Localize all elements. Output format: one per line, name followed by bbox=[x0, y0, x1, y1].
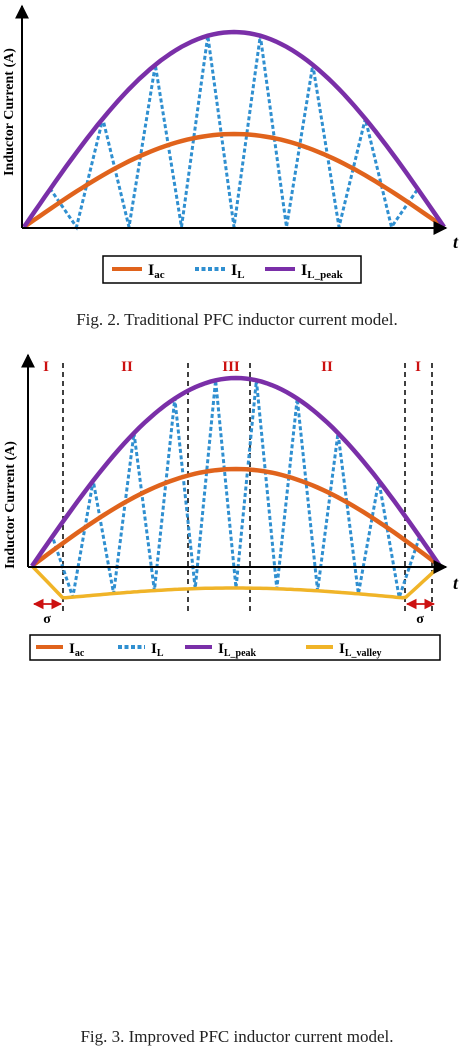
sigma-label: σ bbox=[43, 612, 51, 627]
y-axis-label: Inductor Current (A) bbox=[3, 441, 18, 569]
figure-caption: Fig. 2. Traditional PFC inductor current… bbox=[76, 310, 398, 329]
inductor-current-il bbox=[22, 35, 446, 231]
traditional-model-diagram: Inductor Current (A) t Iac IL IL_peak bbox=[2, 4, 459, 284]
inductor-current-il bbox=[30, 380, 442, 598]
region-label: I bbox=[415, 359, 421, 375]
legend: Iac IL IL_peak bbox=[112, 262, 344, 281]
x-axis-label: t bbox=[453, 573, 459, 593]
ac-current-curve bbox=[30, 466, 442, 568]
peak-current-envelope bbox=[30, 375, 442, 568]
region-labels: I II III II I bbox=[43, 359, 421, 375]
valley-current-curve bbox=[30, 564, 442, 600]
region-label: II bbox=[121, 359, 133, 375]
x-axis-label: t bbox=[453, 232, 459, 252]
region-label: I bbox=[43, 359, 49, 375]
y-axis-label: Inductor Current (A) bbox=[2, 48, 17, 176]
legend-box bbox=[102, 255, 362, 284]
region-label: III bbox=[222, 359, 240, 375]
peak-current-envelope bbox=[22, 29, 446, 229]
figure-caption: Fig. 3. Improved PFC inductor current mo… bbox=[80, 1027, 394, 1046]
legend: Iac IL IL_peak IL_valley bbox=[36, 641, 382, 659]
traditional-model-figure: Inductor Current (A) t Iac IL IL_peak Fig.… bbox=[0, 0, 474, 345]
sigma-label: σ bbox=[416, 612, 424, 627]
legend-box bbox=[29, 634, 441, 661]
ac-current-curve bbox=[22, 131, 446, 229]
region-label: II bbox=[321, 359, 333, 375]
